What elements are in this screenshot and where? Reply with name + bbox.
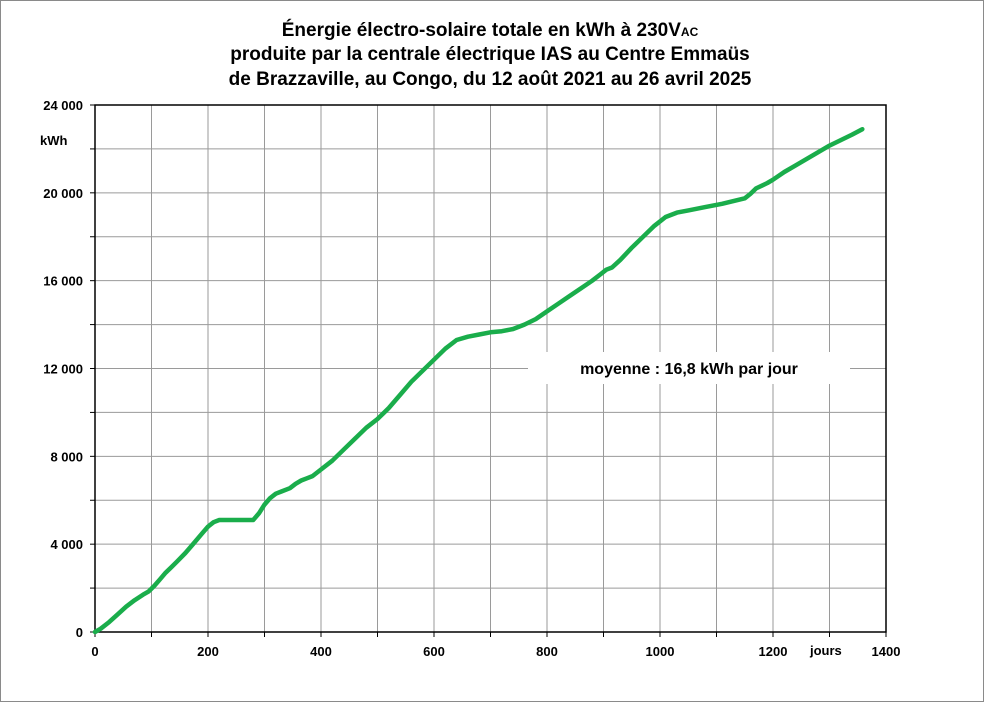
x-tick-label: 1000 <box>646 644 675 659</box>
y-tick-label: 8 000 <box>50 449 83 464</box>
y-tick-label: 16 000 <box>43 274 83 289</box>
y-axis-ticks: 0 4 000 8 000 12 000 16 000 20 000 24 000 <box>43 98 95 640</box>
grid-lines <box>95 105 886 632</box>
x-tick-label: 200 <box>197 644 219 659</box>
y-tick-label: 20 000 <box>43 186 83 201</box>
x-tick-label: 600 <box>423 644 445 659</box>
x-tick-label: 0 <box>91 644 98 659</box>
y-tick-label: 0 <box>76 625 83 640</box>
x-tick-label: 400 <box>310 644 332 659</box>
annotation-average: moyenne : 16,8 kWh par jour <box>580 361 798 378</box>
y-tick-label: 4 000 <box>50 537 83 552</box>
chart-title-line3: de Brazzaville, au Congo, du 12 août 202… <box>229 69 752 90</box>
series-line-energy <box>92 126 865 635</box>
x-tick-label: 800 <box>536 644 558 659</box>
x-tick-label: 1200 <box>759 644 788 659</box>
chart-title-line1-main: Énergie électro-solaire totale en kWh à … <box>282 19 681 41</box>
x-axis-label: jours <box>809 643 842 658</box>
chart-title-line1-sub: AC <box>681 25 699 39</box>
chart-title-line2: produite par la centrale électrique IAS … <box>230 44 750 65</box>
x-tick-label: 1400 <box>872 644 901 659</box>
chart-title-line1: Énergie électro-solaire totale en kWh à … <box>282 19 699 41</box>
annotation-background <box>528 352 850 384</box>
y-tick-label: 12 000 <box>43 362 83 377</box>
y-tick-label: 24 000 <box>43 98 83 113</box>
y-axis-label: kWh <box>40 133 68 148</box>
x-axis-ticks: 0 200 400 600 800 1000 1200 1400 <box>91 632 900 659</box>
